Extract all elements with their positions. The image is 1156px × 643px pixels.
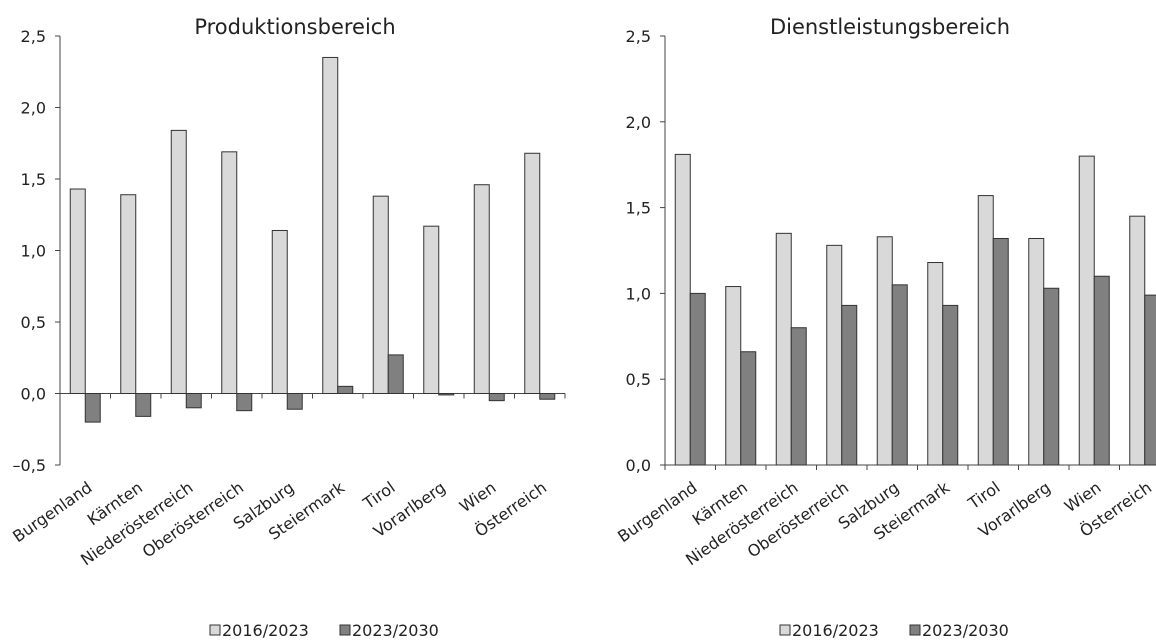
bar-series1 bbox=[120, 194, 137, 394]
bar-series1 bbox=[674, 153, 691, 466]
bar-series1 bbox=[473, 184, 490, 394]
bar-series1 bbox=[1078, 155, 1095, 466]
legend-swatch bbox=[909, 624, 921, 636]
y-tick-label: 0,5 bbox=[626, 370, 651, 389]
bar-series2 bbox=[539, 393, 556, 400]
legend: 2016/2023 2023/2030 bbox=[779, 621, 1009, 640]
y-tick-label: 1,5 bbox=[21, 170, 46, 189]
bar-series1 bbox=[423, 225, 440, 394]
chart-2: Dienstleistungsbereich 0,0 0,5 1,0 1,5 2,0 2,5… bbox=[614, 15, 1156, 640]
bar-series1 bbox=[271, 229, 288, 394]
bar-series1 bbox=[170, 129, 187, 394]
bar-series1 bbox=[876, 236, 893, 466]
legend-label: 2016/2023 bbox=[222, 621, 309, 640]
y-tick-label: 2,0 bbox=[21, 99, 46, 118]
bar-series1 bbox=[322, 56, 339, 394]
bar-series2 bbox=[992, 237, 1009, 466]
bar-series1 bbox=[372, 195, 389, 394]
bar-series1 bbox=[221, 151, 238, 394]
x-category-label: Burgenland bbox=[9, 478, 95, 546]
bar-series1 bbox=[775, 232, 792, 466]
y-tick-label: 2,5 bbox=[626, 27, 651, 46]
bar-series2 bbox=[689, 292, 706, 466]
x-category-label: Burgenland bbox=[614, 478, 700, 546]
bar-series1 bbox=[826, 244, 843, 466]
chart-1: Produktionsbereich –0,5 0,0 0,5 1,0 1,5 2,0 2,5… bbox=[9, 15, 566, 640]
bar-series2 bbox=[438, 393, 455, 396]
y-tick-label: –0,5 bbox=[13, 456, 46, 475]
y-tick-label: 0,0 bbox=[21, 385, 46, 404]
legend-label: 2023/2030 bbox=[352, 621, 439, 640]
bar-series1 bbox=[1129, 215, 1146, 466]
y-tick-label: 1,5 bbox=[626, 199, 651, 218]
legend-swatch bbox=[209, 624, 221, 636]
y-tick-label: 0,0 bbox=[626, 456, 651, 475]
bar-series1 bbox=[725, 286, 742, 466]
y-tick-label: 0,5 bbox=[21, 313, 46, 332]
bar-series1 bbox=[977, 195, 994, 466]
bar-series2 bbox=[1093, 275, 1110, 466]
bar-series2 bbox=[135, 393, 152, 417]
bar-series2 bbox=[740, 351, 757, 466]
bar-series1 bbox=[524, 152, 541, 394]
legend-label: 2016/2023 bbox=[792, 621, 879, 640]
bar-series2 bbox=[387, 354, 404, 395]
bar-series1 bbox=[927, 262, 944, 466]
legend: 2016/2023 2023/2030 bbox=[209, 621, 439, 640]
bar-series2 bbox=[488, 393, 505, 402]
bar-series2 bbox=[790, 327, 807, 466]
legend-swatch bbox=[779, 624, 791, 636]
bar-series1 bbox=[69, 188, 86, 394]
y-tick-label: 1,0 bbox=[626, 284, 651, 303]
bar-series2 bbox=[942, 304, 959, 466]
bar-series2 bbox=[185, 393, 202, 409]
y-tick-label: 1,0 bbox=[21, 242, 46, 261]
bar-series2 bbox=[841, 304, 858, 466]
bar-series1 bbox=[1028, 237, 1045, 466]
bar-series2 bbox=[891, 284, 908, 466]
bar-series2 bbox=[1144, 294, 1156, 466]
bar-series2 bbox=[236, 393, 253, 412]
x-category-label: Tirol bbox=[964, 478, 1004, 514]
chart-title: Produktionsbereich bbox=[194, 15, 395, 39]
bar-series2 bbox=[286, 393, 303, 410]
bar-series2 bbox=[1043, 287, 1060, 466]
bar-series2 bbox=[337, 385, 354, 395]
bar-series2 bbox=[84, 393, 101, 423]
x-category-label: Tirol bbox=[359, 478, 399, 514]
legend-swatch bbox=[339, 624, 351, 636]
legend-label: 2023/2030 bbox=[922, 621, 1009, 640]
chart-title: Dienstleistungsbereich bbox=[770, 15, 1010, 39]
y-tick-label: 2,5 bbox=[21, 27, 46, 46]
y-tick-label: 2,0 bbox=[626, 113, 651, 132]
